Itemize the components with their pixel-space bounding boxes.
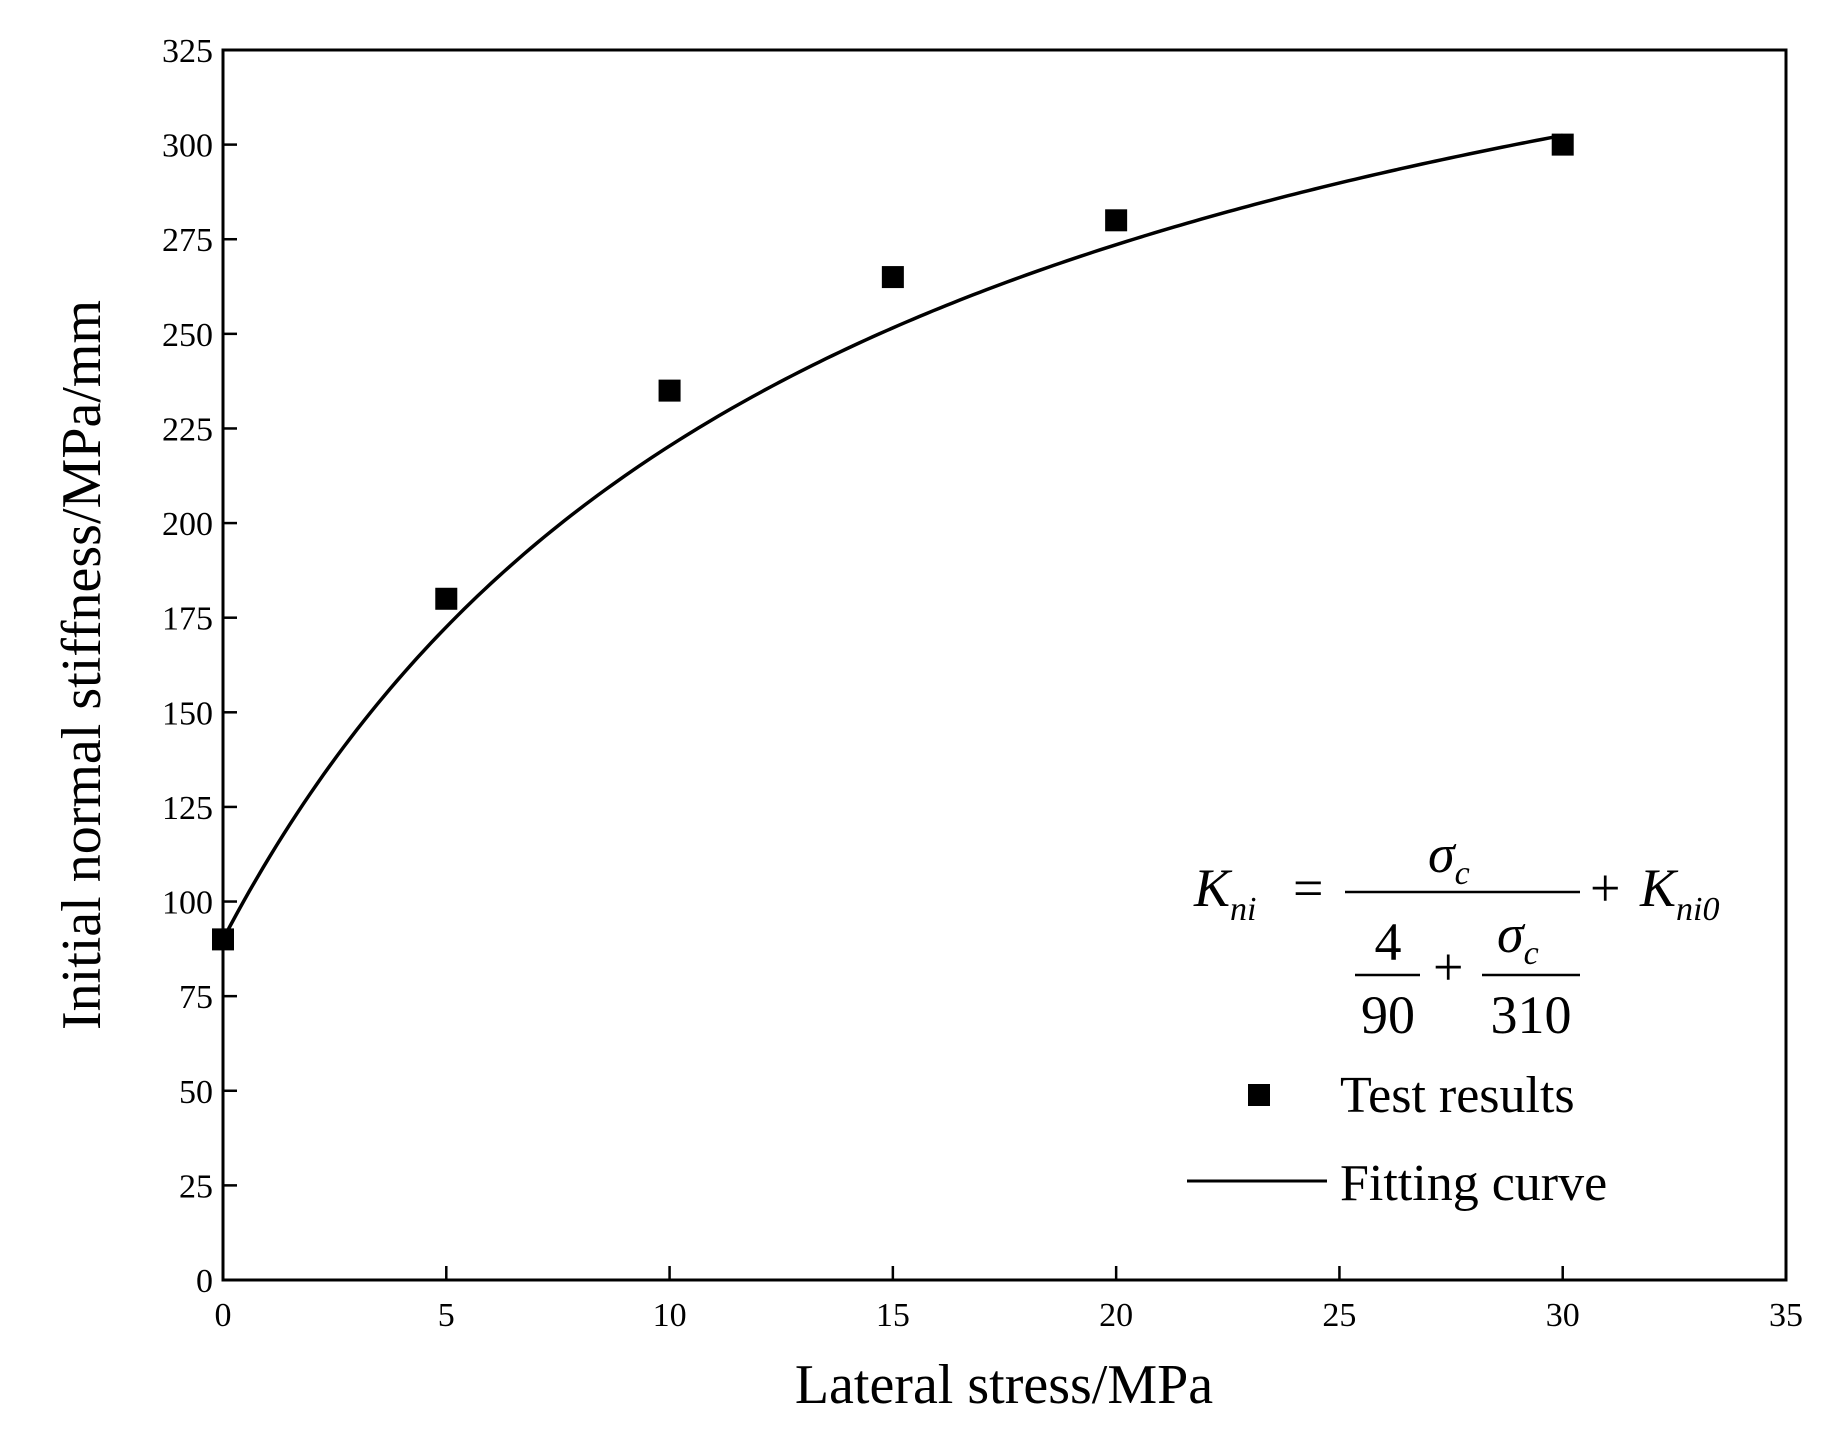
equation-rhs-k: Kni0 <box>1639 858 1719 928</box>
legend-label-test-results: Test results <box>1340 1067 1575 1124</box>
y-tick-label: 75 <box>179 979 213 1016</box>
legend: Test results Fitting curve <box>1187 1067 1607 1212</box>
y-tick-label: 250 <box>162 317 213 354</box>
fitting-curve-line <box>221 133 1564 941</box>
x-tick-label: 5 <box>438 1297 455 1334</box>
equation-lhs-k: Kni <box>1193 858 1256 928</box>
y-tick-label: 25 <box>179 1168 213 1205</box>
x-tick-label: 0 <box>215 1297 232 1334</box>
y-tick-label: 100 <box>162 885 213 922</box>
y-tick-label: 325 <box>162 33 213 70</box>
y-tick-label: 175 <box>162 601 213 638</box>
y-tick-label: 300 <box>162 128 213 165</box>
legend-marker-test-results <box>1248 1084 1270 1106</box>
plot-area-frame <box>221 48 1788 1282</box>
equation-rhs-plus: + <box>1590 858 1620 918</box>
y-axis-ticks: 0 25 50 75 100 125 150 175 200 225 250 275 300 325 <box>162 33 237 1300</box>
x-tick-label: 10 <box>653 1297 687 1334</box>
legend-label-fitting-curve: Fitting curve <box>1340 1155 1607 1212</box>
fit-equation: Kni = σc 4 90 + σc 310 + Kni0 <box>1193 824 1719 1045</box>
y-tick-label: 0 <box>196 1263 213 1300</box>
y-tick-label: 225 <box>162 411 213 448</box>
y-tick-label: 125 <box>162 790 213 827</box>
equation-den-plus: + <box>1433 937 1463 997</box>
y-tick-label: 50 <box>179 1074 213 1111</box>
equation-numerator: σc <box>1428 824 1470 892</box>
x-tick-label: 25 <box>1322 1297 1356 1334</box>
y-tick-label: 275 <box>162 222 213 259</box>
x-tick-label: 20 <box>1099 1297 1133 1334</box>
test-result-point <box>212 928 234 951</box>
test-result-point <box>658 379 681 402</box>
y-tick-label: 150 <box>162 695 213 732</box>
x-axis-label: Lateral stress/MPa <box>795 1354 1213 1416</box>
fitting-curve-layer <box>221 133 1564 941</box>
test-result-point <box>1551 133 1574 156</box>
equation-den-310: 310 <box>1491 985 1572 1045</box>
equation-den-90: 90 <box>1361 985 1415 1045</box>
test-result-point <box>881 266 904 289</box>
y-axis-label: Initial normal stiffness/MPa/mm <box>51 300 113 1030</box>
x-tick-label: 15 <box>876 1297 910 1334</box>
test-result-point <box>1105 209 1128 232</box>
x-tick-label: 30 <box>1546 1297 1580 1334</box>
y-tick-label: 200 <box>162 506 213 543</box>
equation-den-sigma: σc <box>1497 904 1539 972</box>
x-tick-label: 35 <box>1769 1297 1803 1334</box>
test-results-layer <box>212 133 1574 951</box>
equation-den-4: 4 <box>1375 912 1402 972</box>
x-axis-ticks: 0 5 10 15 20 25 30 35 <box>215 1266 1803 1334</box>
equation-equals: = <box>1293 858 1323 918</box>
test-result-point <box>435 587 458 610</box>
